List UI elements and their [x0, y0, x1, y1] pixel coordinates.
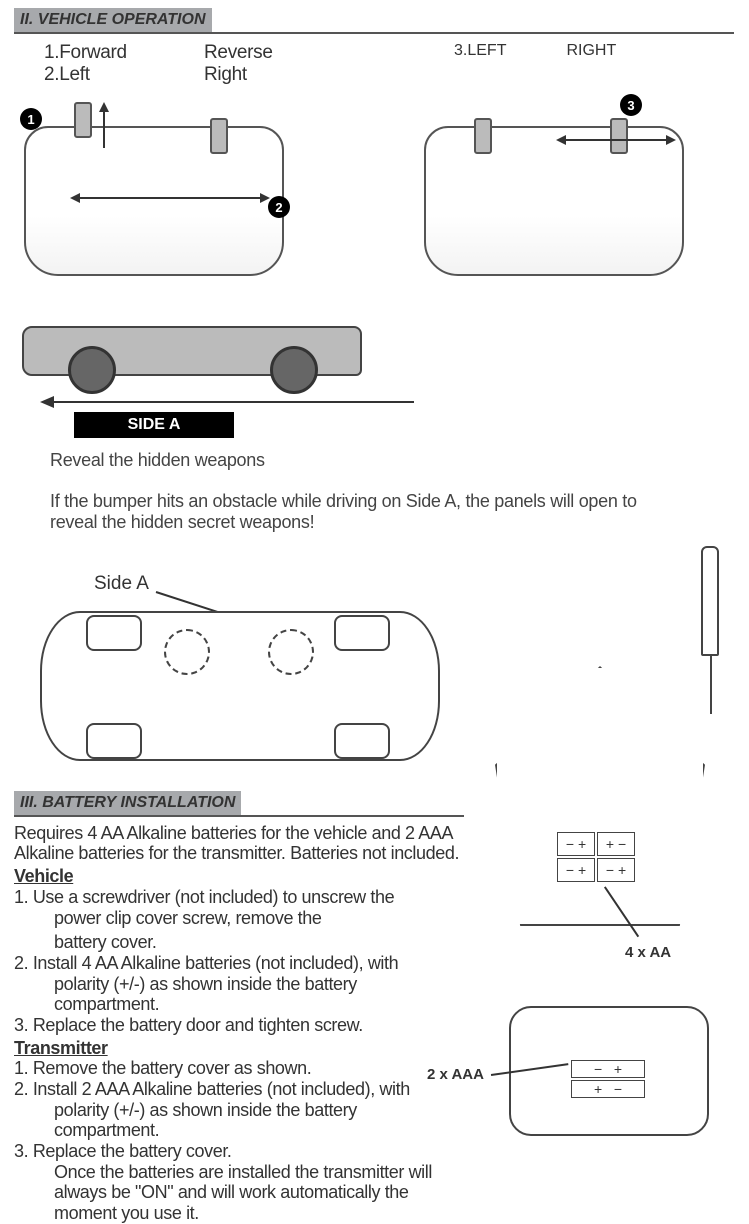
reveal-title: Reveal the hidden weapons — [50, 450, 735, 471]
controller-right: 3 — [414, 96, 704, 286]
reveal-body: If the bumper hits an obstacle while dri… — [50, 491, 670, 532]
label-left: 2.Left — [44, 64, 204, 86]
controller-diagrams: 1 2 3 — [14, 96, 735, 286]
vehicle-step-1c: battery cover. — [14, 932, 474, 953]
transmitter-subhead: Transmitter — [14, 1038, 474, 1059]
vehicle-step-3: 3. Replace the battery door and tighten … — [14, 1015, 474, 1036]
controller-left: 1 2 — [14, 96, 304, 286]
car-side-arrow — [14, 298, 434, 408]
bat-slot: − + — [597, 858, 635, 882]
label-3right: RIGHT — [566, 42, 616, 86]
vehicle-step-1a: 1. Use a screwdriver (not included) to u… — [14, 887, 474, 908]
reveal-text: Reveal the hidden weapons If the bumper … — [50, 450, 735, 533]
vehicle-step-2c: compartment. — [14, 994, 474, 1015]
side-a-diagram: Side A — [34, 573, 454, 773]
screwdriver-icon — [701, 546, 719, 656]
vehicle-step-1b: power clip cover screw, remove the — [14, 908, 474, 929]
trans-step-2c: compartment. — [14, 1120, 474, 1141]
bat-slot: + − — [597, 832, 635, 856]
battery-intro: Requires 4 AA Alkaline batteries for the… — [14, 823, 474, 864]
label-forward: 1.Forward — [44, 42, 204, 64]
car-side-view — [14, 298, 374, 408]
trans-step-1: 1. Remove the battery cover as shown. — [14, 1058, 474, 1079]
transmitter-steps: 1. Remove the battery cover as shown. 2.… — [14, 1058, 474, 1224]
vehicle-steps: 1. Use a screwdriver (not included) to u… — [14, 887, 474, 1036]
transmitter-underside: − + + − — [509, 1006, 709, 1136]
label-reverse: Reverse — [204, 42, 394, 64]
trans-step-3c: always be "ON" and will work automatical… — [14, 1182, 474, 1203]
trans-step-2a: 2. Install 2 AAA Alkaline batteries (not… — [14, 1079, 474, 1100]
controls-row: 1.Forward 2.Left Reverse Right 3.LEFT RI… — [44, 42, 735, 86]
label-2aaa: 2 x AAA — [427, 1066, 484, 1083]
trans-step-3b: Once the batteries are installed the tra… — [14, 1162, 474, 1183]
trans-step-3a: 3. Replace the battery cover. — [14, 1141, 474, 1162]
section-2: II. VEHICLE OPERATION 1.Forward 2.Left R… — [14, 8, 735, 773]
label-3left: 3.LEFT — [454, 42, 506, 86]
label-4aa: 4 x AA — [625, 944, 671, 961]
vehicle-step-2a: 2. Install 4 AA Alkaline batteries (not … — [14, 953, 474, 974]
section-ii-header: II. VEHICLE OPERATION — [14, 8, 212, 32]
side-a-bar: SIDE A — [74, 412, 234, 438]
vehicle-step-2b: polarity (+/-) as shown inside the batte… — [14, 974, 474, 995]
trans-step-2b: polarity (+/-) as shown inside the batte… — [14, 1100, 474, 1121]
trans-step-3d: moment you use it. — [14, 1203, 474, 1224]
section-iii-header: III. BATTERY INSTALLATION — [14, 791, 241, 815]
bat-slot: + − — [571, 1080, 645, 1098]
vehicle-subhead: Vehicle — [14, 866, 474, 887]
controller-right-arrows — [414, 96, 704, 286]
label-right: Right — [204, 64, 394, 86]
bat-slot: − + — [557, 858, 595, 882]
bat-slot: − + — [557, 832, 595, 856]
side-a-label: Side A — [94, 573, 149, 595]
battery-text: Requires 4 AA Alkaline batteries for the… — [14, 823, 474, 1224]
controller-left-arrows — [14, 96, 304, 286]
bat-slot: − + — [571, 1060, 645, 1078]
